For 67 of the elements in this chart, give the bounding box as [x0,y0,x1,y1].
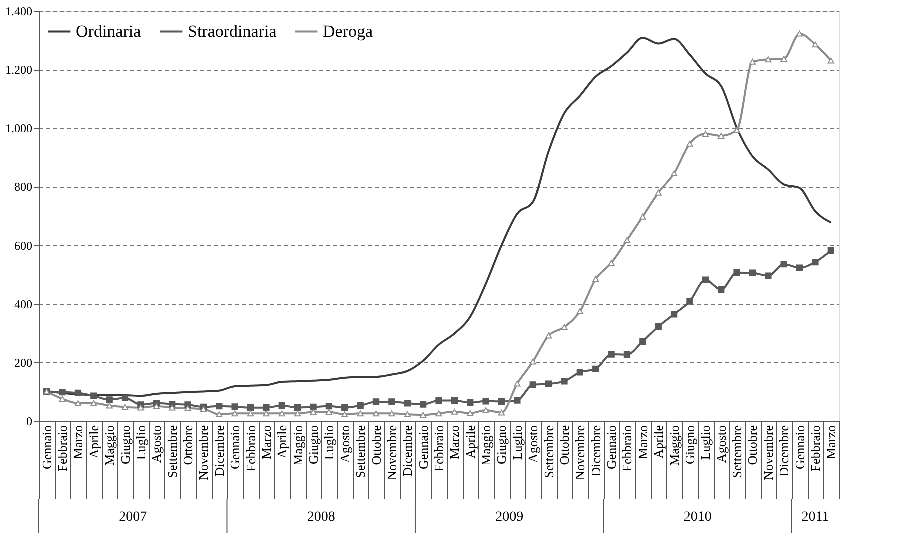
x-tick-label: Agosto [526,426,541,464]
y-tick-label: 800 [14,180,32,194]
x-tick-label: Gennaio [39,426,54,470]
x-tick-label: Febbraio [243,426,258,472]
text: 2010 [684,510,712,525]
x-tick-label: Aprile [462,425,478,459]
y-tick-label: 1.200 [6,63,32,78]
x-tick-label: Marzo [70,426,86,460]
x-tick-label: Aprile [274,425,290,459]
legend-label: Ordinaria [76,22,142,41]
x-tick-label: Febbraio [55,426,70,472]
x-tick-label: Ottobre [745,425,760,466]
x-tick-label: Settembre [353,425,368,478]
x-tick-label: Maggio [290,426,306,466]
x-tick-label: Novembre [572,425,588,480]
x-tick-label: Marzo [258,426,274,460]
y-tick-label: 200 [14,356,32,370]
y-tick-label: 0 [26,414,32,428]
x-tick-label: Dicembre [400,425,416,477]
x-tick-label: Agosto [149,426,164,464]
y-tick-label: 600 [14,238,32,253]
text: 2007 [119,510,148,525]
x-tick-label: Ottobre [180,425,196,466]
y-tick-label: 1.000 [6,122,32,136]
x-tick-label: Gennaio [792,426,808,470]
x-tick-label: Maggio [478,426,494,466]
x-tick-label: Marzo [824,426,839,460]
x-tick-label: Aprile [86,425,102,459]
x-tick-label: Giugno [682,426,698,464]
x-tick-label: Maggio [666,426,682,466]
x-tick-label: Maggio [102,426,118,466]
x-tick-label: Giugno [494,426,510,464]
x-tick-label: Gennaio [604,426,620,470]
text: 2009 [496,510,524,525]
x-tick-label: Agosto [337,426,352,464]
x-tick-label: Ottobre [368,425,384,466]
x-tick-label: Luglio [510,426,525,460]
x-tick-label: Dicembre [212,425,227,477]
x-tick-label: Marzo [447,426,462,460]
legend-label: Deroga [323,22,374,41]
x-tick-label: Febbraio [620,426,635,472]
x-tick-label: Febbraio [432,426,446,472]
y-tick-label: 400 [14,297,32,312]
y-tick-label: 1.400 [6,4,32,18]
x-tick-label: Luglio [698,426,714,460]
x-tick-label: Settembre [164,425,180,478]
x-tick-label: Marzo [635,426,650,460]
text: 2011 [802,510,830,525]
x-tick-label: Settembre [730,425,745,478]
x-tick-label: Gennaio [416,426,431,470]
x-tick-label: Giugno [118,426,133,464]
x-tick-label: Novembre [384,425,400,480]
x-tick-label: Dicembre [588,425,604,477]
x-tick-label: Novembre [196,425,212,480]
text: 2008 [307,510,336,525]
x-tick-label: Gennaio [228,426,243,470]
x-tick-label: Aprile [651,425,666,459]
legend-label: Straordinaria [188,22,278,41]
x-tick-label: Ottobre [556,425,572,466]
x-tick-label: Febbraio [808,426,823,472]
x-tick-label: Luglio [133,426,148,460]
x-tick-label: Luglio [322,426,337,460]
x-tick-label: Giugno [306,426,322,464]
x-tick-label: Dicembre [776,425,792,477]
x-tick-label: Novembre [760,425,776,480]
x-tick-label: Agosto [714,426,729,464]
x-tick-label: Settembre [541,425,556,478]
